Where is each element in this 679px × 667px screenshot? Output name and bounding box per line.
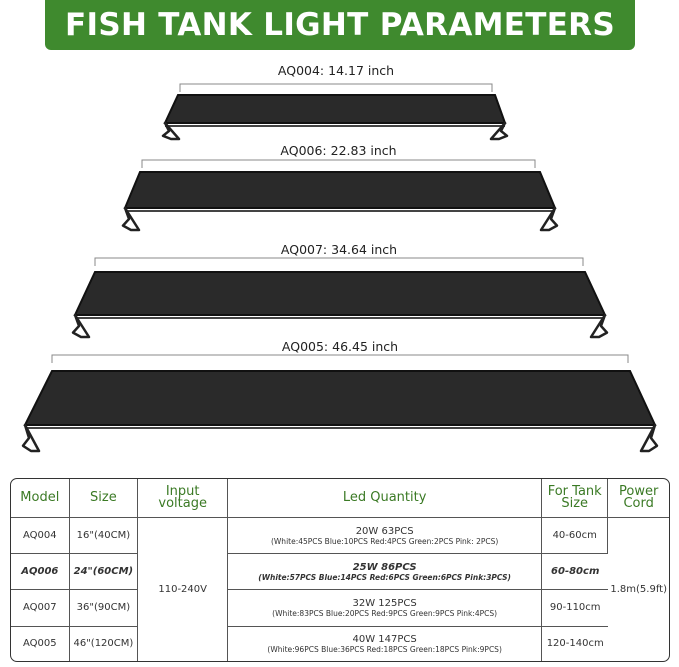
dimension-label: AQ004: 14.17 inch: [278, 63, 394, 78]
cell-input-voltage: 110-240V: [138, 518, 229, 661]
lights-illustration: AQ004: 14.17 inch AQ006: 22.83 inch AQ007:…: [21, 63, 659, 453]
dimension-line: [94, 257, 584, 266]
cell-led: 20W 63PCS (White:45PCS Blue:10PCS Red:4PC…: [228, 518, 543, 555]
led-summary: 40W 147PCS: [352, 633, 417, 645]
cell-tank: 40-60cm: [542, 518, 609, 555]
header-power-cord: Power Cord: [608, 479, 669, 518]
dimension-line: [141, 159, 536, 168]
title-banner: FISH TANK LIGHT PARAMETERS: [45, 0, 635, 50]
led-detail: (White:96PCS Blue:36PCS Red:18PCS Green:…: [267, 644, 502, 654]
dimension-label: AQ007: 34.64 inch: [281, 242, 397, 257]
dimension-line: [51, 354, 629, 363]
led-summary: 32W 125PCS: [352, 597, 417, 609]
header-model: Model: [11, 479, 70, 518]
cell-model: AQ004: [11, 518, 70, 555]
cell-led: 32W 125PCS (White:83PCS Blue:20PCS Red:9P…: [228, 590, 543, 627]
led-detail: (White:57PCS Blue:14PCS Red:6PCS Green:6…: [258, 572, 511, 582]
header-input-voltage: Input voltage: [138, 479, 229, 518]
dimension-label: AQ005: 46.45 inch: [282, 339, 398, 354]
led-detail: (White:45PCS Blue:10PCS Red:4PCS Green:2…: [270, 536, 499, 546]
table-row-highlighted: AQ006 24"(60CM) 25W 86PCS (White:57PCS Bl…: [11, 554, 669, 591]
header-led-quantity: Led Quantity: [228, 479, 543, 518]
cell-power-cord: 1.8m(5.9ft): [610, 584, 667, 595]
cell-size: 46"(120CM): [70, 626, 139, 661]
light-panel: [163, 94, 507, 124]
cell-tank: 90-110cm: [542, 590, 609, 627]
dimension-label: AQ006: 22.83 inch: [280, 143, 396, 158]
cell-model: AQ005: [11, 626, 70, 661]
mounting-bracket: [21, 423, 41, 453]
cell-size: 16"(40CM): [69, 518, 139, 555]
cell-size: 24"(60CM): [69, 554, 139, 591]
parameters-table: Model Size Input voltage Led Quantity Fo…: [10, 478, 670, 662]
mounting-bracket: [589, 313, 609, 339]
header-size: Size: [69, 479, 139, 518]
light-panel: [23, 370, 657, 426]
led-summary: 20W 63PCS: [355, 525, 414, 537]
cell-tank: 120-140cm: [546, 638, 604, 650]
table-header-row: Model Size Input voltage Led Quantity Fo…: [11, 479, 669, 518]
header-tank-size: For Tank Size: [542, 479, 609, 518]
table-row: AQ005 46"(120CM) 40W 147PCS (White:96PCS …: [11, 626, 669, 661]
light-panel: [73, 271, 607, 316]
mounting-bracket: [121, 206, 141, 232]
led-detail: (White:83PCS Blue:20PCS Red:9PCS Green:9…: [272, 608, 498, 618]
cell-tank: 60-80cm: [542, 554, 609, 591]
light-panel: [123, 171, 557, 209]
cell-led: 25W 86PCS (White:57PCS Blue:14PCS Red:6PC…: [228, 554, 543, 591]
table-row: AQ007 36"(90CM) 32W 125PCS (White:83PCS B…: [11, 590, 669, 627]
table-row: AQ004 16"(40CM) 110-240V 20W 63PCS (White…: [11, 518, 669, 661]
mounting-bracket: [489, 121, 509, 141]
mounting-bracket: [539, 206, 559, 232]
title: FISH TANK LIGHT PARAMETERS: [65, 7, 615, 43]
cell-model: AQ007: [11, 590, 70, 627]
cell-size: 36"(90CM): [69, 590, 139, 627]
mounting-bracket: [639, 423, 659, 453]
mounting-bracket: [71, 313, 91, 339]
mounting-bracket: [161, 121, 181, 141]
dimension-line: [179, 83, 493, 92]
led-summary: 25W 86PCS: [352, 561, 417, 573]
cell-model: AQ006: [11, 554, 70, 591]
cell-led: 40W 147PCS (White:96PCS Blue:36PCS Red:18…: [228, 626, 543, 661]
